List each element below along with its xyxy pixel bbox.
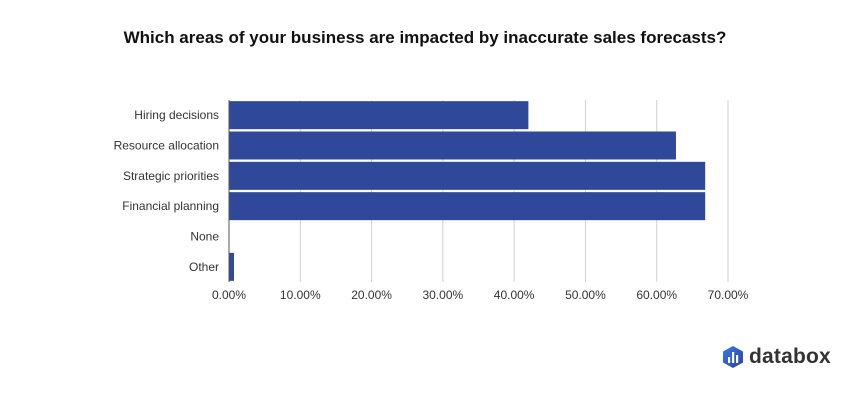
y-tick-label: Strategic priorities: [123, 169, 219, 183]
x-tick-label: 70.00%: [708, 288, 749, 302]
chart-title: Which areas of your business are impacte…: [123, 28, 727, 47]
bar: [229, 252, 234, 281]
y-tick-label: Other: [189, 260, 219, 274]
y-tick-label: Resource allocation: [114, 139, 219, 153]
x-tick-label: 0.00%: [212, 288, 246, 302]
x-tick-label: 20.00%: [351, 288, 392, 302]
bar: [229, 131, 676, 160]
bar: [229, 192, 706, 221]
x-tick-label: 60.00%: [636, 288, 677, 302]
x-tick-label: 40.00%: [494, 288, 535, 302]
bar: [229, 161, 706, 190]
x-tick-label: 30.00%: [423, 288, 464, 302]
databox-logo-icon: [723, 346, 743, 368]
y-tick-label: None: [190, 230, 219, 244]
brand-name: databox: [749, 345, 831, 368]
bar: [229, 101, 529, 130]
x-tick-label: 10.00%: [280, 288, 321, 302]
y-tick-label: Financial planning: [122, 199, 219, 213]
databox-logo: databox: [723, 345, 831, 369]
y-tick-label: Hiring decisions: [134, 108, 219, 122]
x-tick-label: 50.00%: [565, 288, 606, 302]
